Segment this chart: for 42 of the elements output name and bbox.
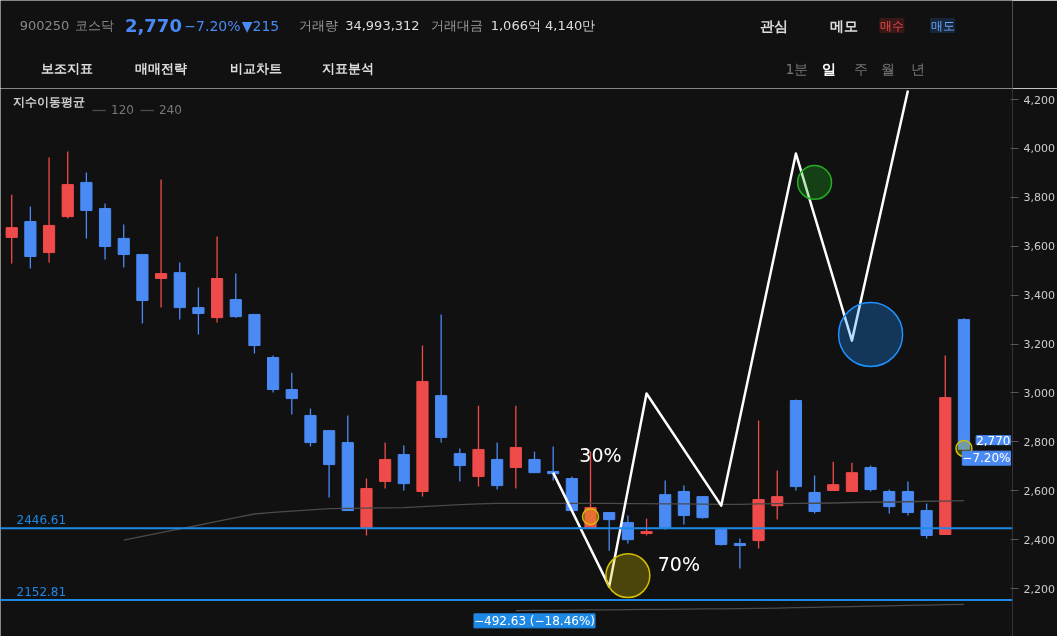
text: 지표분석 xyxy=(322,61,375,76)
text: 매수 xyxy=(879,18,904,33)
legend-label: 240 xyxy=(158,103,182,117)
text: 거래량 xyxy=(299,18,339,33)
y-tick-label: 4,200 xyxy=(1023,93,1055,107)
legend-title: 지수이동평균 xyxy=(12,94,85,109)
y-tick-label: 3,400 xyxy=(1023,289,1055,303)
ref-line-label: 2446.61 xyxy=(16,513,67,528)
text: 거래대금 xyxy=(431,18,484,33)
text: 매매전략 xyxy=(134,61,187,76)
y-tick-label: 2,600 xyxy=(1023,484,1055,498)
y-tick-label: 4,000 xyxy=(1023,142,1055,156)
text: 매도 xyxy=(930,18,955,33)
text: 2,770 xyxy=(124,15,182,36)
y-tick-label: 3,600 xyxy=(1023,240,1055,254)
text: 비교차트 xyxy=(230,61,283,76)
text: 900250 xyxy=(19,18,70,33)
text: 년 xyxy=(911,60,926,77)
text: −7.20% xyxy=(184,17,241,34)
annotation: −492.63 (−18.46%) xyxy=(473,613,596,628)
ref-line-label: 2152.81 xyxy=(16,585,67,600)
text: 1분 xyxy=(785,60,809,77)
y-tick-label: 3,200 xyxy=(1023,338,1055,352)
text: 일 xyxy=(821,60,836,77)
text: 2,770 xyxy=(976,433,1011,448)
y-tick-label: 2,800 xyxy=(1023,435,1055,449)
annotation: 70% xyxy=(657,552,700,575)
y-tick-label: 3,800 xyxy=(1023,191,1055,205)
text: ▼215 xyxy=(241,17,280,34)
annotation: −7.20% xyxy=(962,451,1011,466)
y-tick-label: 2,400 xyxy=(1023,533,1055,547)
y-tick-label: 2,200 xyxy=(1023,582,1055,596)
text: 주 xyxy=(853,60,868,77)
text: 관심 xyxy=(759,17,788,34)
legend-label: 120 xyxy=(111,103,134,117)
text: 1,066억 4,140만 xyxy=(490,18,596,33)
text: 보조지표 xyxy=(40,61,93,76)
text: 월 xyxy=(881,60,896,77)
text: 메모 xyxy=(829,17,858,34)
text: 34,993,312 xyxy=(345,18,420,33)
y-tick-label: 3,000 xyxy=(1023,386,1055,400)
text: 코스닥 xyxy=(75,18,115,33)
